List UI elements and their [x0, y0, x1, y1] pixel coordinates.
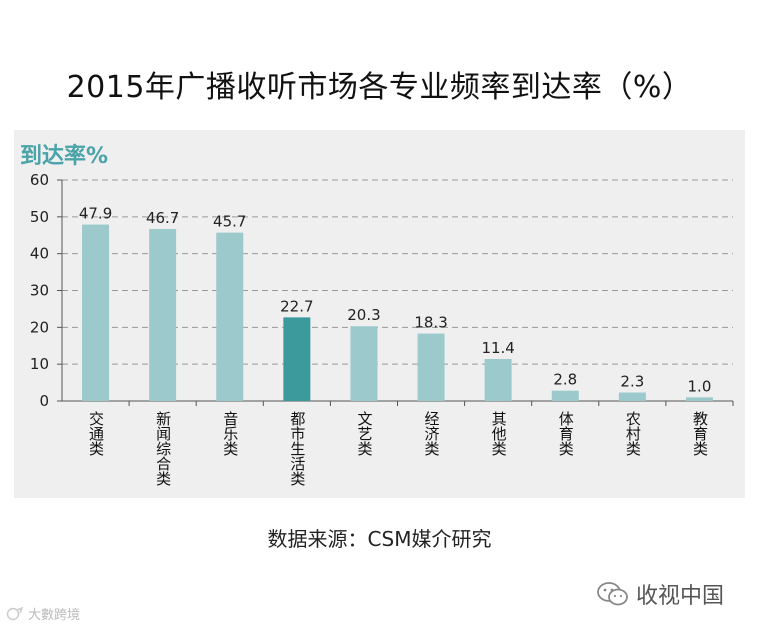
- y-tick-label: 0: [39, 392, 49, 410]
- brand-label: 收视中国: [636, 584, 725, 609]
- y-axis-label: 到达率%: [20, 144, 109, 169]
- watermark: 大數跨境: [6, 604, 80, 623]
- y-tick-label: 30: [30, 282, 49, 300]
- data-label: 1.0: [688, 377, 712, 395]
- wechat-icon: [597, 582, 628, 606]
- chart-panel: [14, 130, 745, 498]
- x-tick-label: 经济类: [423, 411, 441, 456]
- x-tick-label: 体育类: [557, 411, 575, 456]
- data-label: 11.4: [481, 339, 514, 357]
- data-label: 2.8: [553, 371, 577, 389]
- bar: [417, 333, 445, 401]
- bar: [82, 224, 110, 401]
- x-tick-label: 都市生活类: [288, 411, 306, 486]
- x-tick-label: 农村类: [624, 411, 642, 456]
- bar: [685, 397, 713, 401]
- data-label: 45.7: [213, 213, 246, 231]
- data-label: 18.3: [414, 314, 447, 332]
- x-tick-label: 文艺类: [355, 411, 373, 456]
- y-tick-label: 60: [30, 171, 49, 189]
- data-label: 47.9: [79, 205, 112, 223]
- data-label: 20.3: [347, 306, 380, 324]
- bar: [149, 228, 177, 401]
- bar: [283, 317, 311, 401]
- y-tick-label: 40: [30, 245, 49, 263]
- bar: [216, 232, 244, 401]
- y-tick-label: 50: [30, 208, 49, 226]
- y-tick-label: 10: [30, 355, 49, 373]
- watermark-logo-icon: [6, 606, 24, 620]
- bar: [484, 359, 512, 401]
- bar: [551, 390, 579, 401]
- x-tick-label: 音乐类: [221, 411, 239, 456]
- chart-title: 2015年广播收听市场各专业频率到达率（%）: [66, 70, 693, 105]
- x-tick-label: 交通类: [87, 410, 105, 456]
- x-tick-label: 其他类: [490, 411, 508, 456]
- watermark-label: 大數跨境: [28, 608, 81, 623]
- brand: 收视中国: [596, 578, 724, 610]
- data-label: 2.3: [620, 373, 644, 391]
- data-label: 22.7: [280, 297, 313, 315]
- data-label: 46.7: [146, 209, 179, 227]
- bar: [618, 392, 646, 401]
- x-tick-label: 教育类: [691, 411, 709, 456]
- y-tick-label: 20: [30, 318, 49, 336]
- bar: [350, 326, 378, 401]
- data-source: 数据来源：CSM媒介研究: [267, 527, 492, 551]
- x-tick-label: 新闻综合类: [154, 411, 172, 486]
